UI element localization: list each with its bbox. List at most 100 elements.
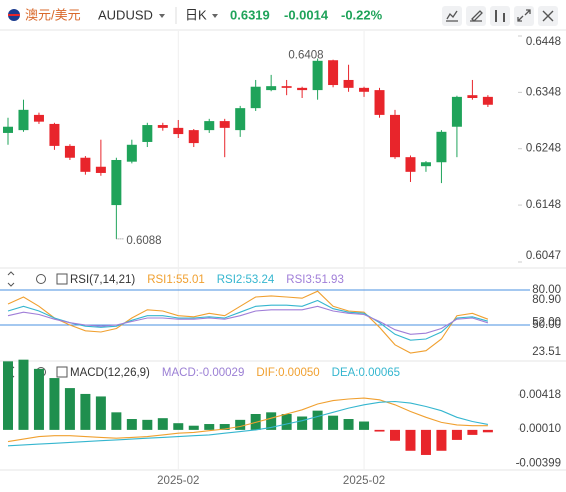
histogram-bar [219,424,230,430]
indicator-title: MACD(12,26,9) [70,367,150,379]
candle-body [95,166,106,173]
candle-body [436,131,447,163]
histogram-bar [482,429,493,433]
histogram-bar [405,429,416,451]
candle-body [157,125,168,128]
candle-body [297,87,308,91]
indicator-line [7,305,489,335]
price-change: -0.0014 [284,7,329,22]
candle-body [235,108,246,131]
candle-body [359,87,370,92]
period[interactable]: 日K [185,7,207,22]
candle-body [49,123,60,146]
y-tick-label: 80.00 [532,284,561,296]
candle-body [250,86,261,109]
icon [495,10,505,22]
settings-button[interactable] [490,6,510,26]
toolbar [442,6,558,26]
y-tick-label: 0.6248 [526,143,561,155]
draw-button[interactable] [466,6,486,26]
indicator-icon[interactable] [56,366,68,378]
dropdown-arrow[interactable] [212,14,218,18]
histogram-bar [266,412,277,430]
candle-body [173,127,184,135]
x-tick-label: 2025-02 [343,475,385,487]
indicator-icon[interactable] [56,273,68,285]
fullscreen-button[interactable] [514,6,534,26]
high-label: 0.6408 [288,50,323,62]
histogram-bar [328,415,339,430]
candle-body [188,130,199,144]
collapse-icon[interactable] [7,271,15,287]
dropdown-arrow[interactable] [159,14,165,18]
last-price: 0.6319 [230,7,270,22]
candle-body [451,96,462,127]
candle-body [482,96,493,105]
histogram-bar [188,425,199,430]
icon [446,10,458,22]
y-tick-label: 0.00418 [519,389,561,401]
symbol-code[interactable]: AUDUSD [98,7,153,22]
histogram-bar [343,419,354,430]
histogram-bar [204,424,215,430]
settings-icon[interactable] [36,274,46,284]
candle-body [3,126,13,133]
indicator-line [7,397,488,443]
low-label: 0.6088 [126,235,161,247]
histogram-bar [235,419,246,430]
legend-entry: MACD:-0.00029 [162,367,244,379]
icon [470,10,483,22]
price-change-pct: -0.22% [341,7,383,22]
histogram-bar [374,429,385,432]
legend-entry: DEA:0.00065 [332,367,400,379]
candle-body [18,109,29,131]
header: 澳元/美元 AUDUSD 日K 0.6319 -0.0014 -0.22% [8,6,558,26]
y-value-label: 80.90 [532,294,561,306]
histogram-bar [312,410,323,430]
histogram-bar [451,429,462,440]
y-tick-label: 0.00010 [519,423,561,435]
y-tick-label: 0.6448 [526,36,561,48]
candle-body [328,60,339,86]
indicator-line [7,299,489,341]
y-tick-label: 50.00 [532,319,561,331]
candle-body [420,162,431,167]
histogram-bar [3,361,13,430]
candle-body [219,121,230,128]
indicator-line [7,400,489,447]
candle-body [266,86,277,91]
symbol-name[interactable]: 澳元/美元 [25,7,81,22]
y-tick-label: 0.6047 [526,250,561,262]
histogram-bar [359,421,370,430]
y-value-label: 52.00 [532,317,561,329]
histogram-bar [33,368,44,430]
histogram-bar [18,359,29,430]
histogram-bar [173,423,184,430]
histogram-bar [80,393,91,430]
candle-body [312,60,323,91]
histogram-bar [281,414,292,430]
legend-entry: RSI2:53.24 [217,274,275,286]
indicator-title: RSI(7,14,21) [70,274,135,286]
histogram-bar [64,388,75,430]
candle-body [343,79,354,88]
legend-entry: DIF:0.00050 [256,367,319,379]
histogram-bar [436,429,447,451]
candle-body [126,144,137,162]
y-tick-label: 0.6348 [526,86,561,98]
candle-body [64,145,75,158]
candle-body [204,121,215,131]
indicator-line [7,290,489,354]
legend-entry: RSI1:55.01 [147,274,205,286]
candle-body [111,159,122,206]
y-tick-label: 0.6148 [526,199,561,211]
histogram-bar [126,419,137,430]
histogram-bar [111,412,122,430]
candle-body [405,157,416,172]
candle-body [33,114,44,122]
x-tick-label: 2025-02 [157,475,199,487]
y-tick-label: -0.00399 [516,457,561,469]
y-value-label: 23.51 [532,346,561,358]
